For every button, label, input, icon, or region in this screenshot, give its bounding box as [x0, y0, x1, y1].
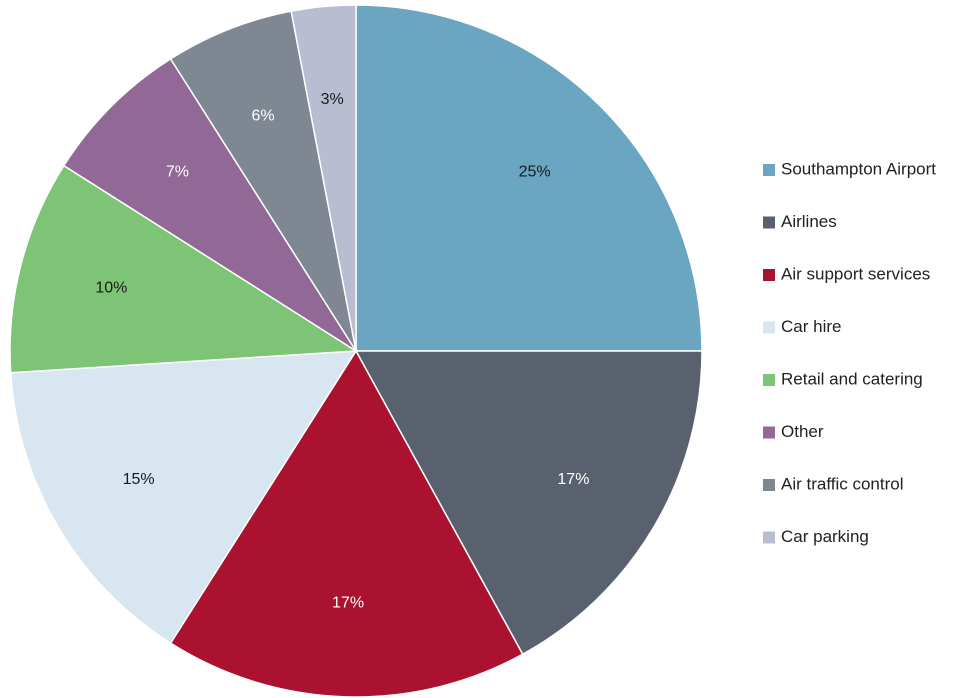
legend-item-airlines: Airlines: [763, 212, 837, 231]
pie-slice-southampton-airport: [355, 4, 703, 352]
slice-label-air-support-services: 17%: [332, 595, 364, 612]
slice-labels: 25% 17% 17% 15% 10% 7% 6% 3%: [95, 91, 589, 612]
legend-label-car-parking: Car parking: [781, 527, 869, 546]
pie-slice-air-support-services: [169, 349, 524, 698]
slice-label-car-hire: 15%: [123, 471, 155, 488]
legend-item-southampton-airport: Southampton Airport: [763, 159, 936, 178]
pie-slices: [9, 4, 703, 698]
legend-item-car-parking: Car parking: [763, 527, 869, 546]
legend: Southampton Airport Airlines Air support s…: [763, 159, 936, 546]
legend-label-retail-and-catering: Retail and catering: [781, 369, 923, 388]
slice-label-air-traffic-control: 6%: [251, 107, 274, 124]
slice-label-retail-and-catering: 10%: [95, 279, 127, 296]
legend-swatch-air-support-services: [763, 269, 775, 281]
legend-item-air-traffic-control: Air traffic control: [763, 474, 904, 493]
pie-slice-car-hire: [9, 350, 358, 645]
pie-slice-car-parking: [290, 4, 357, 352]
pie-slice-other: [62, 57, 357, 352]
legend-item-car-hire: Car hire: [763, 317, 841, 336]
legend-swatch-car-hire: [763, 321, 775, 334]
legend-label-southampton-airport: Southampton Airport: [781, 159, 936, 178]
slice-label-southampton-airport: 25%: [519, 164, 551, 181]
legend-label-airlines: Airlines: [781, 212, 837, 231]
pie-slice-airlines: [354, 350, 703, 656]
legend-item-other: Other: [763, 422, 824, 441]
legend-swatch-other: [763, 426, 775, 439]
legend-label-air-support-services: Air support services: [781, 264, 930, 283]
legend-swatch-airlines: [763, 216, 775, 229]
pie-slice-air-traffic-control: [169, 10, 357, 352]
legend-label-car-hire: Car hire: [781, 317, 841, 336]
legend-swatch-southampton-airport: [763, 164, 775, 176]
legend-item-air-support-services: Air support services: [763, 264, 930, 283]
legend-swatch-air-traffic-control: [763, 479, 775, 491]
slice-label-other: 7%: [166, 164, 189, 181]
legend-label-other: Other: [781, 422, 824, 441]
legend-swatch-retail-and-catering: [763, 374, 775, 386]
pie-slice-retail-and-catering: [9, 164, 359, 374]
legend-swatch-car-parking: [763, 531, 775, 544]
slice-label-car-parking: 3%: [321, 91, 344, 108]
legend-label-air-traffic-control: Air traffic control: [781, 474, 904, 493]
legend-item-retail-and-catering: Retail and catering: [763, 369, 923, 388]
slice-label-airlines: 17%: [557, 471, 589, 488]
